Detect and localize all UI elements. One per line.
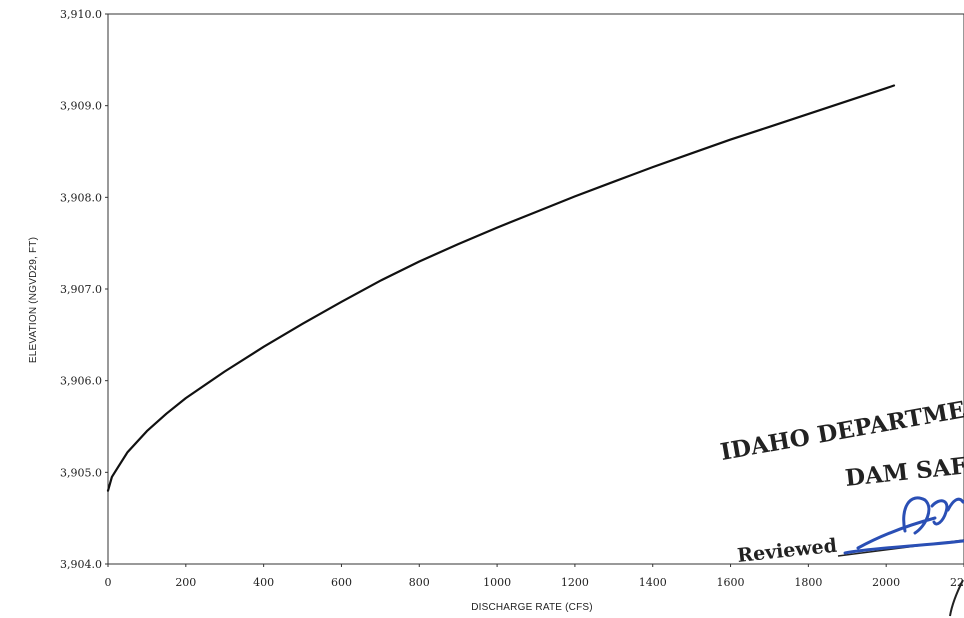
y-tick-label: 3,909.0: [60, 100, 102, 113]
x-axis-ticks: 0200400600800100012001400160018002000220…: [105, 564, 964, 589]
x-tick-label: 0: [105, 576, 112, 589]
x-tick-label: 1000: [483, 576, 511, 589]
y-tick-label: 3,910.0: [60, 8, 102, 21]
x-tick-label: 800: [409, 576, 430, 589]
stamp-line-2: DAM SAF: [844, 452, 964, 492]
x-tick-label: 1800: [794, 576, 822, 589]
x-tick-label: 1600: [717, 576, 745, 589]
x-axis-title: DISCHARGE RATE (CFS): [471, 602, 593, 613]
signature-tail-icon: [949, 579, 964, 617]
y-tick-label: 3,908.0: [60, 191, 102, 204]
x-tick-label: 200: [175, 576, 196, 589]
x-tick-label: 2000: [872, 576, 900, 589]
x-tick-label: 1200: [561, 576, 589, 589]
y-axis-title: ELEVATION (NGVD29, FT): [28, 237, 39, 363]
y-tick-label: 3,907.0: [60, 283, 102, 296]
signature-icon: [843, 496, 964, 555]
series-line: [106, 84, 896, 492]
x-tick-label: 600: [331, 576, 352, 589]
x-tick-label: 1400: [639, 576, 667, 589]
y-tick-label: 3,906.0: [60, 375, 102, 388]
x-tick-label: 400: [253, 576, 274, 589]
plot-frame: [107, 13, 964, 565]
y-axis-ticks: 3,904.0 3,905.0 3,906.0 3,907.0 3,908.0 3,909…: [60, 8, 108, 571]
approval-stamp: IDAHO DEPARTME DAM SAF Reviewed: [718, 396, 964, 617]
y-tick-label: 3,904.0: [60, 558, 102, 571]
y-tick-label: 3,905.0: [60, 466, 102, 479]
stamp-reviewed-label: Reviewed: [736, 535, 838, 567]
